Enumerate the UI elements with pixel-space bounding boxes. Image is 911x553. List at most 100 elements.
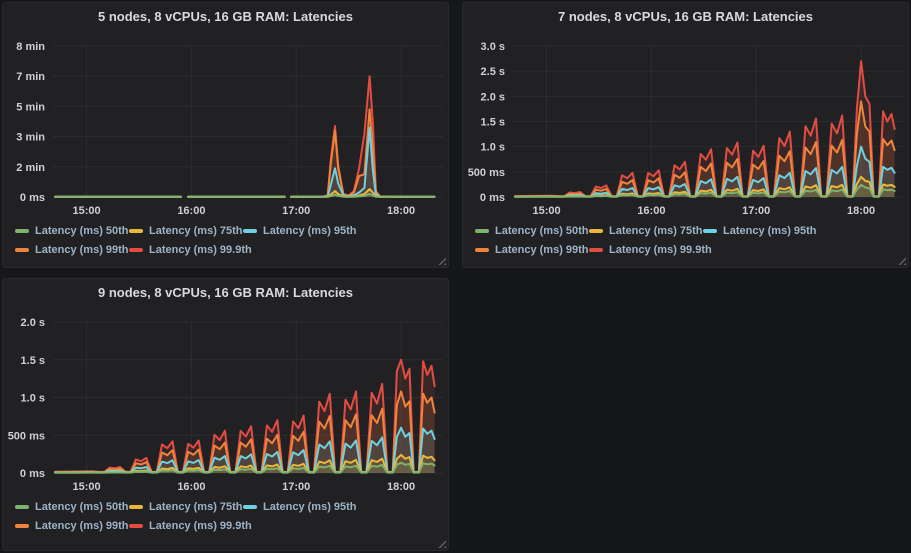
- legend-item-p50[interactable]: Latency (ms) 50th: [15, 222, 129, 239]
- chart-legend: Latency (ms) 50th Latency (ms) 75th Latenc…: [475, 222, 908, 258]
- series-area-p99: [291, 109, 435, 197]
- series-p95: [54, 426, 436, 474]
- legend-item-p99[interactable]: Latency (ms) 99th: [15, 241, 129, 258]
- legend-swatch-p95: [243, 504, 257, 509]
- y-tick-label: 8 min: [16, 41, 45, 53]
- legend-swatch-p95: [243, 228, 257, 233]
- series-area-p95: [515, 146, 895, 197]
- y-tick-label: 2 min: [16, 162, 45, 174]
- legend-swatch-p999: [129, 247, 143, 252]
- y-tick-label: 1.5 s: [21, 355, 45, 367]
- legend-item-p95[interactable]: Latency (ms) 95th: [703, 222, 817, 239]
- x-tick-label: 18:00: [387, 205, 415, 217]
- legend-item-p75[interactable]: Latency (ms) 75th: [129, 222, 243, 239]
- series-area-p999: [291, 76, 435, 197]
- legend-swatch-p50: [15, 228, 29, 233]
- x-tick-label: 16:00: [177, 205, 205, 217]
- legend-swatch-p999: [589, 247, 603, 252]
- y-tick-label: 0 ms: [480, 192, 505, 204]
- series-line-p999: [54, 358, 436, 473]
- series-line-p50: [54, 461, 436, 474]
- y-tick-label: 3 min: [16, 132, 45, 144]
- chart-legend: Latency (ms) 50th Latency (ms) 75th Latenc…: [15, 498, 448, 534]
- series-p50: [54, 461, 436, 474]
- legend-label: Latency (ms) 50th: [35, 224, 129, 237]
- legend-label: Latency (ms) 75th: [149, 224, 243, 237]
- legend-label: Latency (ms) 99th: [35, 519, 129, 532]
- x-tick-label: 17:00: [282, 481, 310, 493]
- x-tick-label: 15:00: [532, 205, 560, 217]
- legend-swatch-p999: [129, 523, 143, 528]
- legend-item-p50[interactable]: Latency (ms) 50th: [15, 498, 129, 515]
- legend-item-p99[interactable]: Latency (ms) 99th: [15, 517, 129, 534]
- legend-swatch-p99: [15, 247, 29, 252]
- y-tick-label: 500 ms: [468, 167, 505, 179]
- panel-9-nodes: 9 nodes, 8 vCPUs, 16 GB RAM: Latencies 0…: [2, 278, 449, 551]
- y-tick-label: 2.0 s: [481, 91, 505, 103]
- panel-5-nodes: 5 nodes, 8 vCPUs, 16 GB RAM: Latencies 0…: [2, 2, 449, 268]
- legend-label: Latency (ms) 99th: [35, 243, 129, 256]
- legend-swatch-p75: [129, 228, 143, 233]
- legend-label: Latency (ms) 75th: [609, 224, 703, 237]
- legend-label: Latency (ms) 50th: [495, 224, 589, 237]
- legend-item-p75[interactable]: Latency (ms) 75th: [129, 498, 243, 515]
- latency-chart-9-nodes[interactable]: 0 ms 500 ms 1.0 s 1.5 s 2.0 s 15:00 16:00 17:00…: [3, 307, 450, 497]
- x-tick-label: 18:00: [847, 205, 875, 217]
- legend-item-p99[interactable]: Latency (ms) 99th: [475, 241, 589, 258]
- series-p50: [54, 193, 436, 198]
- tick-labels: 0 ms 500 ms 1.0 s 1.5 s 2.0 s 2.5 s 3.0 s 15:00…: [468, 41, 875, 217]
- gridlines: [53, 45, 443, 198]
- legend-label: Latency (ms) 50th: [35, 500, 129, 513]
- x-tick-label: 18:00: [387, 481, 415, 493]
- legend-swatch-p75: [589, 228, 603, 233]
- series-line-p95: [514, 145, 896, 198]
- dashboard-empty-area: [462, 278, 909, 551]
- legend-label: Latency (ms) 95th: [263, 500, 357, 513]
- y-tick-label: 1.5 s: [481, 117, 505, 129]
- legend-swatch-p50: [15, 504, 29, 509]
- y-tick-label: 500 ms: [8, 430, 45, 442]
- legend-item-p999[interactable]: Latency (ms) 99.9th: [589, 241, 712, 258]
- tick-labels: 0 ms 500 ms 1.0 s 1.5 s 2.0 s 15:00 16:00 17:00…: [8, 317, 415, 493]
- legend-item-p95[interactable]: Latency (ms) 95th: [243, 498, 357, 515]
- series-p99: [54, 108, 436, 198]
- legend-item-p75[interactable]: Latency (ms) 75th: [589, 222, 703, 239]
- x-tick-label: 16:00: [177, 481, 205, 493]
- legend-label: Latency (ms) 95th: [723, 224, 817, 237]
- y-tick-label: 5 min: [16, 101, 45, 113]
- y-tick-label: 7 min: [16, 71, 45, 83]
- legend-swatch-p50: [475, 228, 489, 233]
- legend-label: Latency (ms) 99.9th: [149, 243, 252, 256]
- legend-item-p50[interactable]: Latency (ms) 50th: [475, 222, 589, 239]
- x-tick-label: 16:00: [637, 205, 665, 217]
- series-area-p95: [55, 427, 435, 473]
- series-p95: [54, 126, 436, 198]
- y-tick-label: 3.0 s: [481, 41, 505, 53]
- panel-title[interactable]: 5 nodes, 8 vCPUs, 16 GB RAM: Latencies: [97, 9, 354, 24]
- y-tick-label: 1.0 s: [21, 393, 45, 405]
- panel-resize-handle[interactable]: [436, 255, 446, 265]
- legend-swatch-p95: [703, 228, 717, 233]
- legend-item-p999[interactable]: Latency (ms) 99.9th: [129, 517, 252, 534]
- tick-labels: 0 ms 2 min 3 min 5 min 7 min 8 min 15:00 16:00 1…: [16, 41, 415, 217]
- x-tick-label: 15:00: [72, 205, 100, 217]
- series-line-p99: [54, 390, 436, 474]
- series-line-p50: [514, 183, 896, 198]
- series-p50: [514, 183, 896, 198]
- panel-title[interactable]: 7 nodes, 8 vCPUs, 16 GB RAM: Latencies: [557, 9, 814, 24]
- panel-resize-handle[interactable]: [896, 255, 906, 265]
- series-p95: [514, 145, 896, 198]
- latency-chart-5-nodes[interactable]: 0 ms 2 min 3 min 5 min 7 min 8 min 15:00 16:00 1…: [3, 31, 450, 221]
- x-tick-label: 17:00: [742, 205, 770, 217]
- legend-item-p95[interactable]: Latency (ms) 95th: [243, 222, 357, 239]
- legend-swatch-p75: [129, 504, 143, 509]
- legend-item-p999[interactable]: Latency (ms) 99.9th: [129, 241, 252, 258]
- y-tick-label: 2.5 s: [481, 66, 505, 78]
- x-tick-label: 15:00: [72, 481, 100, 493]
- y-tick-label: 2.0 s: [21, 317, 45, 329]
- latency-chart-7-nodes[interactable]: 0 ms 500 ms 1.0 s 1.5 s 2.0 s 2.5 s 3.0 s 15:00…: [463, 31, 910, 221]
- panel-resize-handle[interactable]: [436, 538, 446, 548]
- y-tick-label: 1.0 s: [481, 142, 505, 154]
- panel-title[interactable]: 9 nodes, 8 vCPUs, 16 GB RAM: Latencies: [97, 285, 354, 300]
